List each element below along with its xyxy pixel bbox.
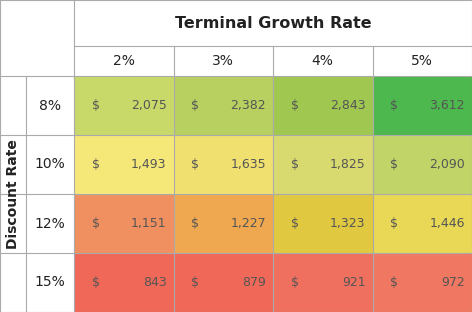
- Text: Terminal Growth Rate: Terminal Growth Rate: [175, 16, 371, 31]
- Text: 12%: 12%: [34, 217, 66, 231]
- Text: 843: 843: [143, 276, 167, 289]
- Text: $: $: [192, 276, 199, 289]
- Bar: [174, 253, 273, 312]
- Text: $: $: [92, 158, 100, 171]
- Text: 921: 921: [342, 276, 365, 289]
- Text: 2,382: 2,382: [230, 99, 266, 112]
- Bar: [74, 135, 174, 194]
- Text: $: $: [92, 99, 100, 112]
- Text: 3,612: 3,612: [430, 99, 465, 112]
- Bar: [273, 194, 372, 253]
- Text: $: $: [92, 276, 100, 289]
- Bar: [174, 194, 273, 253]
- Text: 4%: 4%: [312, 54, 334, 68]
- Text: $: $: [192, 217, 199, 230]
- Text: Discount Rate: Discount Rate: [6, 139, 20, 249]
- Bar: [74, 76, 174, 135]
- Text: 1,825: 1,825: [330, 158, 365, 171]
- Bar: [372, 194, 472, 253]
- Text: $: $: [192, 158, 199, 171]
- Text: 2,090: 2,090: [430, 158, 465, 171]
- Text: $: $: [192, 99, 199, 112]
- Text: $: $: [291, 99, 299, 112]
- Bar: [174, 76, 273, 135]
- Bar: [273, 253, 372, 312]
- Text: $: $: [390, 158, 398, 171]
- Text: 1,323: 1,323: [330, 217, 365, 230]
- Bar: [273, 135, 372, 194]
- Text: $: $: [390, 217, 398, 230]
- Text: 3%: 3%: [212, 54, 234, 68]
- Bar: [372, 76, 472, 135]
- Text: 1,227: 1,227: [230, 217, 266, 230]
- Bar: [372, 253, 472, 312]
- Text: $: $: [291, 217, 299, 230]
- Text: 1,446: 1,446: [430, 217, 465, 230]
- Text: 972: 972: [441, 276, 465, 289]
- Text: $: $: [390, 276, 398, 289]
- Bar: [273, 76, 372, 135]
- Bar: [174, 135, 273, 194]
- Text: $: $: [390, 99, 398, 112]
- Text: $: $: [291, 276, 299, 289]
- Text: $: $: [92, 217, 100, 230]
- Text: 5%: 5%: [411, 54, 433, 68]
- Text: 2,075: 2,075: [131, 99, 167, 112]
- Text: 879: 879: [242, 276, 266, 289]
- Bar: [74, 194, 174, 253]
- Text: 15%: 15%: [34, 275, 66, 290]
- Text: 2%: 2%: [113, 54, 135, 68]
- Text: $: $: [291, 158, 299, 171]
- Text: 1,635: 1,635: [230, 158, 266, 171]
- Text: 10%: 10%: [34, 158, 66, 172]
- Bar: [372, 135, 472, 194]
- Text: 2,843: 2,843: [330, 99, 365, 112]
- Bar: [74, 253, 174, 312]
- Text: 1,151: 1,151: [131, 217, 167, 230]
- Text: 8%: 8%: [39, 99, 61, 113]
- Text: 1,493: 1,493: [131, 158, 167, 171]
